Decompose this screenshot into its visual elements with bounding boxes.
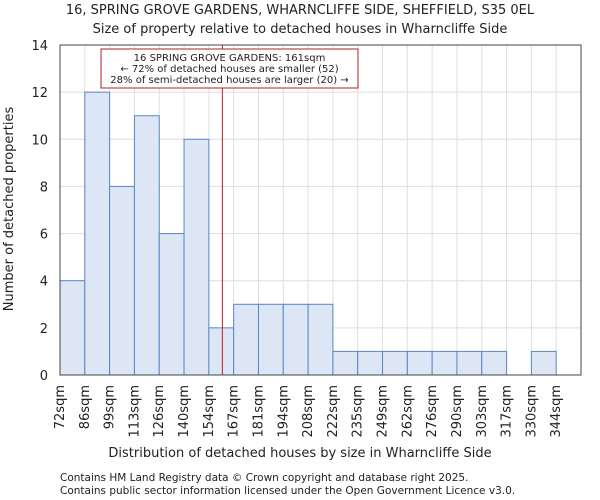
footer-line-2: Contains public sector information licen…	[60, 485, 515, 497]
x-tick-label: 126sqm	[152, 385, 167, 438]
bar-194sqm	[282, 303, 309, 376]
x-tick-label: 140sqm	[177, 385, 192, 438]
y-tick-label: 10	[31, 133, 48, 148]
y-tick-label: 12	[31, 86, 48, 101]
bar-86sqm	[84, 91, 111, 376]
x-tick-label: 262sqm	[400, 385, 415, 438]
bar-249sqm	[382, 350, 408, 376]
annotation-line-2: ← 72% of detached houses are smaller (52…	[120, 64, 338, 75]
x-tick-label: 72sqm	[53, 385, 68, 429]
x-tick-label: 249sqm	[376, 385, 391, 438]
bar-235sqm	[357, 350, 384, 376]
x-tick-label: 86sqm	[78, 385, 93, 429]
chart-subtitle: Size of property relative to detached ho…	[93, 22, 508, 37]
bar-303sqm	[481, 350, 508, 376]
bar-113sqm	[133, 115, 160, 376]
y-tick-label: 4	[40, 275, 48, 290]
bar-276sqm	[431, 350, 458, 376]
y-tick-label: 8	[40, 180, 48, 195]
bar-167sqm	[233, 303, 259, 376]
y-tick-labels: 0 2 4 6 8 10 12 14	[31, 39, 48, 384]
bar-262sqm	[406, 350, 433, 376]
x-tick-label: 330sqm	[524, 385, 539, 438]
bar-154sqm	[208, 327, 235, 376]
y-tick-label: 6	[40, 228, 48, 243]
x-tick-label: 113sqm	[127, 385, 142, 438]
x-tick-label: 167sqm	[227, 385, 242, 438]
x-tick-label: 99sqm	[103, 385, 118, 429]
x-tick-label: 208sqm	[301, 385, 316, 438]
annotation-line-1: 16 SPRING GROVE GARDENS: 161sqm	[134, 53, 326, 64]
bar-72sqm	[59, 280, 86, 376]
y-tick-label: 0	[40, 369, 48, 384]
x-tick-label: 154sqm	[202, 385, 217, 438]
y-tick-label: 2	[40, 322, 48, 337]
x-tick-label: 344sqm	[549, 385, 564, 438]
y-tick-label: 14	[31, 39, 48, 54]
x-tick-labels: 72sqm 86sqm 99sqm 113sqm 126sqm 140sqm 154sqm 1…	[53, 385, 564, 438]
bar-208sqm	[307, 303, 334, 376]
bar-99sqm	[109, 185, 135, 376]
x-tick-label: 194sqm	[276, 385, 291, 438]
y-axis-label: Number of detached properties	[2, 107, 17, 312]
bar-140sqm	[183, 138, 210, 376]
x-tick-label: 222sqm	[326, 385, 341, 438]
bar-290sqm	[456, 350, 483, 376]
chart-title: 16, SPRING GROVE GARDENS, WHARNCLIFFE SI…	[66, 3, 535, 18]
bars	[59, 91, 557, 376]
bar-222sqm	[332, 350, 359, 376]
annotation-rect	[100, 48, 359, 89]
footer-line-1: Contains HM Land Registry data © Crown c…	[60, 472, 468, 484]
annotation-line-3: 28% of semi-detached houses are larger (…	[110, 75, 348, 86]
bar-181sqm	[257, 303, 284, 376]
annotation-box: 16 SPRING GROVE GARDENS: 161sqm ← 72% of…	[100, 48, 359, 89]
bar-330sqm	[530, 350, 557, 376]
x-tick-label: 276sqm	[425, 385, 440, 438]
x-axis-label: Distribution of detached houses by size …	[108, 446, 491, 461]
x-tick-label: 317sqm	[500, 385, 515, 438]
x-tick-label: 290sqm	[450, 385, 465, 438]
x-tick-label: 181sqm	[251, 385, 266, 438]
x-tick-label: 303sqm	[475, 385, 490, 438]
x-tick-label: 235sqm	[351, 385, 366, 438]
plot-frame	[59, 44, 582, 376]
bar-126sqm	[158, 233, 185, 376]
